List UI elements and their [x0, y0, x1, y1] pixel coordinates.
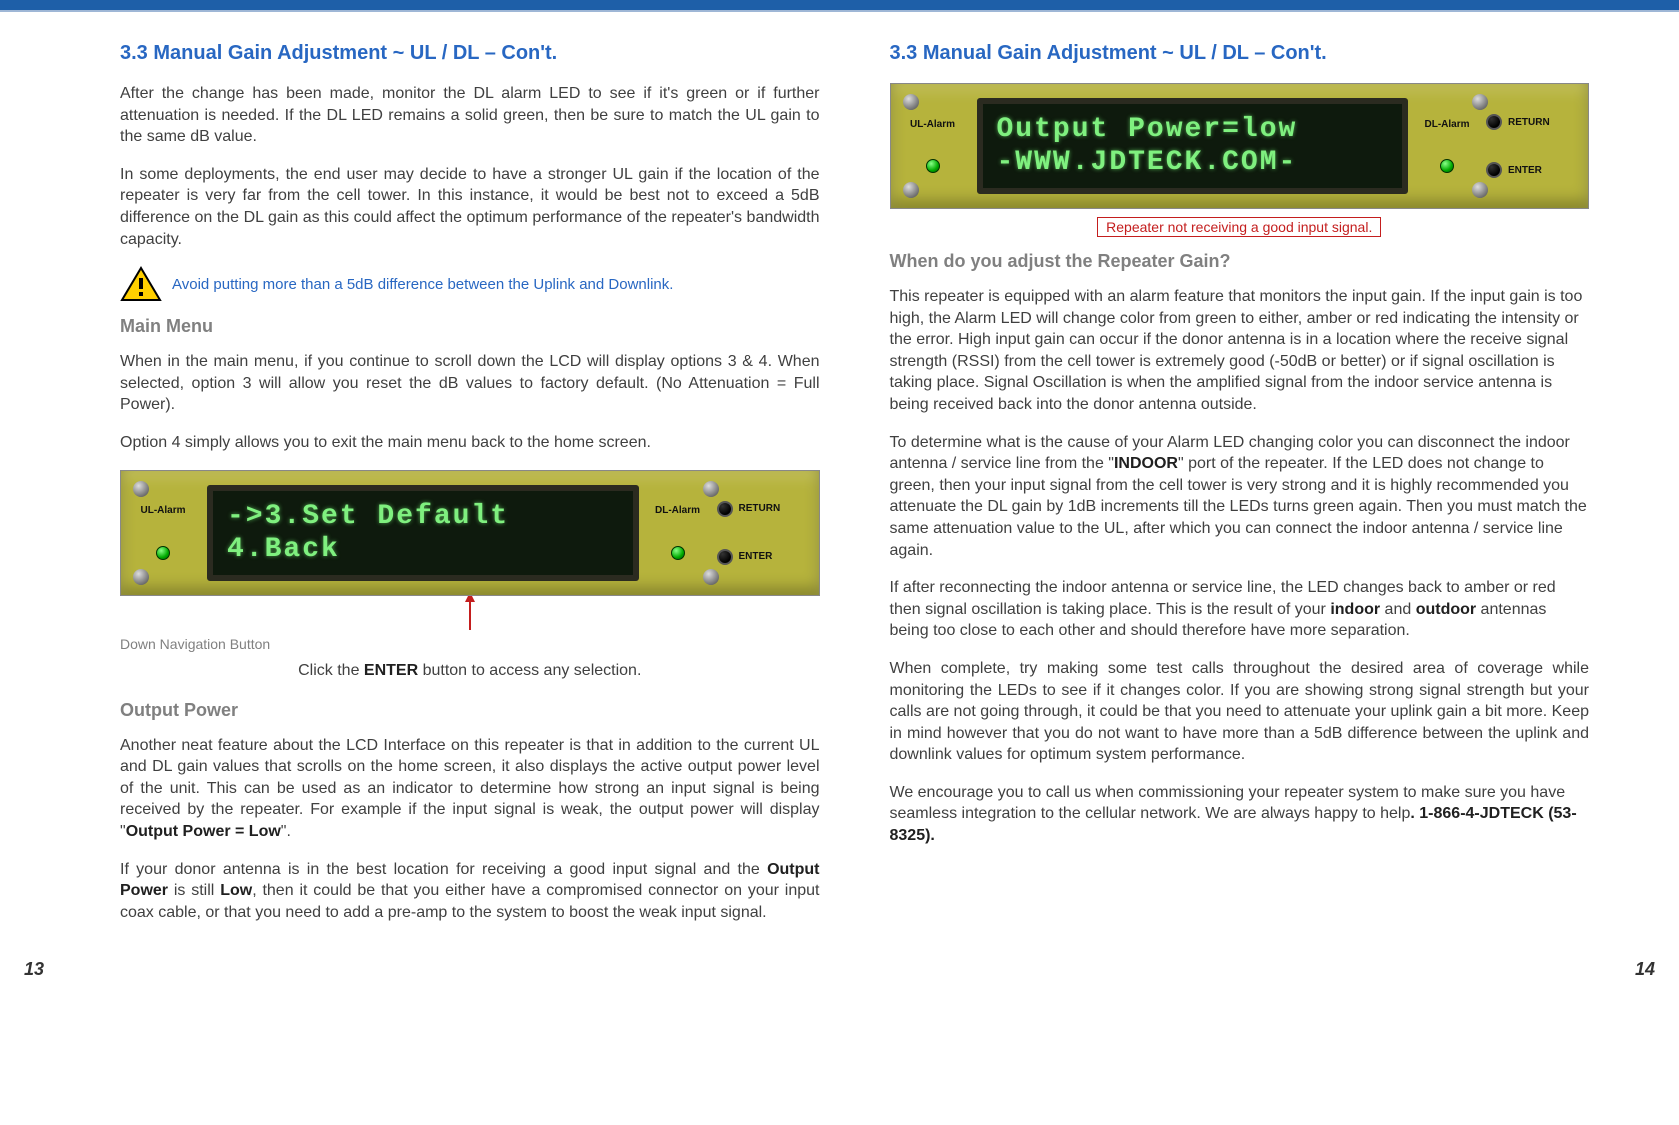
text-bold: Low: [220, 882, 252, 899]
top-accent-bar: [0, 0, 1679, 12]
text: is still: [168, 882, 220, 899]
para: We encourage you to call us when commiss…: [890, 782, 1590, 847]
lcd-screen: Output Power=low -WWW.JDTECK.COM-: [977, 98, 1409, 194]
enter-button: [717, 549, 733, 565]
enter-caption-bold: ENTER: [364, 662, 418, 679]
enter-button-row: ENTER: [1486, 162, 1542, 178]
section-heading-left: 3.3 Manual Gain Adjustment ~ UL / DL – C…: [120, 42, 820, 65]
text-bold: indoor: [1330, 601, 1380, 618]
enter-button-label: ENTER: [739, 551, 773, 562]
para: After the change has been made, monitor …: [120, 83, 820, 148]
dl-alarm-led: [671, 546, 685, 560]
enter-caption-post: button to access any selection.: [418, 662, 641, 679]
screw-icon: [133, 569, 149, 585]
para: To determine what is the cause of your A…: [890, 432, 1590, 562]
red-caption-wrap: Repeater not receiving a good input sign…: [890, 217, 1590, 237]
page-numbers: 13 14: [0, 959, 1679, 986]
screw-icon: [903, 94, 919, 110]
text: ".: [281, 823, 291, 840]
ul-alarm-led: [156, 546, 170, 560]
lcd-inner: UL-Alarm Output Power=low -WWW.JDTECK.CO…: [903, 98, 1577, 194]
para: If after reconnecting the indoor antenna…: [890, 577, 1590, 642]
lcd-device-photo: UL-Alarm ->3.Set Default 4.Back DL-Alarm…: [120, 470, 820, 596]
lcd-device-photo: UL-Alarm Output Power=low -WWW.JDTECK.CO…: [890, 83, 1590, 209]
screw-icon: [133, 481, 149, 497]
return-button-row: RETURN: [1486, 114, 1550, 130]
para: When in the main menu, if you continue t…: [120, 351, 820, 416]
dl-alarm-label: DL-Alarm: [655, 505, 700, 516]
text: If your donor antenna is in the best loc…: [120, 861, 767, 878]
dl-alarm-block: DL-Alarm: [653, 485, 703, 581]
subheading-output-power: Output Power: [120, 700, 820, 721]
para: When complete, try making some test call…: [890, 658, 1590, 766]
enter-caption: Click the ENTER button to access any sel…: [120, 662, 820, 680]
para: If your donor antenna is in the best loc…: [120, 859, 820, 924]
screw-icon: [903, 182, 919, 198]
para: This repeater is equipped with an alarm …: [890, 286, 1590, 416]
return-button-row: RETURN: [717, 501, 781, 517]
lcd-inner: UL-Alarm ->3.Set Default 4.Back DL-Alarm…: [133, 485, 807, 581]
enter-caption-pre: Click the: [298, 662, 364, 679]
para: In some deployments, the end user may de…: [120, 164, 820, 250]
return-button: [717, 501, 733, 517]
dl-alarm-block: DL-Alarm: [1422, 98, 1472, 194]
ul-alarm-label: UL-Alarm: [140, 505, 185, 516]
ul-alarm-block: UL-Alarm: [903, 98, 963, 194]
screw-icon: [1472, 182, 1488, 198]
text-bold: INDOOR: [1114, 455, 1178, 472]
enter-button: [1486, 162, 1502, 178]
text: and: [1380, 601, 1416, 618]
red-caption: Repeater not receiving a good input sign…: [1097, 217, 1381, 237]
screw-icon: [703, 569, 719, 585]
hw-buttons: RETURN ENTER: [717, 485, 807, 581]
lcd-line-1: Output Power=low: [997, 114, 1389, 145]
ul-alarm-led: [926, 159, 940, 173]
lcd-screen: ->3.Set Default 4.Back: [207, 485, 639, 581]
left-page: 3.3 Manual Gain Adjustment ~ UL / DL – C…: [120, 42, 820, 939]
right-page: 3.3 Manual Gain Adjustment ~ UL / DL – C…: [890, 42, 1590, 939]
two-page-spread: 3.3 Manual Gain Adjustment ~ UL / DL – C…: [0, 12, 1679, 959]
text-bold: outdoor: [1416, 601, 1476, 618]
screw-icon: [1472, 94, 1488, 110]
page-number-left: 13: [24, 959, 44, 980]
hw-buttons: RETURN ENTER: [1486, 98, 1576, 194]
subheading-when-adjust: When do you adjust the Repeater Gain?: [890, 251, 1590, 272]
screw-icon: [703, 481, 719, 497]
section-heading-right: 3.3 Manual Gain Adjustment ~ UL / DL – C…: [890, 42, 1590, 65]
ul-alarm-label: UL-Alarm: [910, 119, 955, 130]
warning-icon: [120, 266, 162, 302]
enter-button-row: ENTER: [717, 549, 773, 565]
lcd-line-1: ->3.Set Default: [227, 501, 619, 532]
down-nav-arrow: [120, 592, 820, 632]
return-button: [1486, 114, 1502, 130]
ul-alarm-block: UL-Alarm: [133, 485, 193, 581]
return-button-label: RETURN: [739, 503, 781, 514]
arrow-caption: Down Navigation Button: [120, 636, 820, 652]
text-bold: Output Power = Low: [126, 823, 281, 840]
para: Another neat feature about the LCD Inter…: [120, 735, 820, 843]
lcd-line-2: -WWW.JDTECK.COM-: [997, 147, 1389, 178]
return-button-label: RETURN: [1508, 117, 1550, 128]
page-number-right: 14: [1635, 959, 1655, 980]
para: Option 4 simply allows you to exit the m…: [120, 432, 820, 454]
warning-callout: Avoid putting more than a 5dB difference…: [120, 266, 820, 302]
subheading-main-menu: Main Menu: [120, 316, 820, 337]
lcd-line-2: 4.Back: [227, 534, 619, 565]
dl-alarm-led: [1440, 159, 1454, 173]
dl-alarm-label: DL-Alarm: [1424, 119, 1469, 130]
enter-button-label: ENTER: [1508, 165, 1542, 176]
warning-text: Avoid putting more than a 5dB difference…: [172, 276, 673, 293]
